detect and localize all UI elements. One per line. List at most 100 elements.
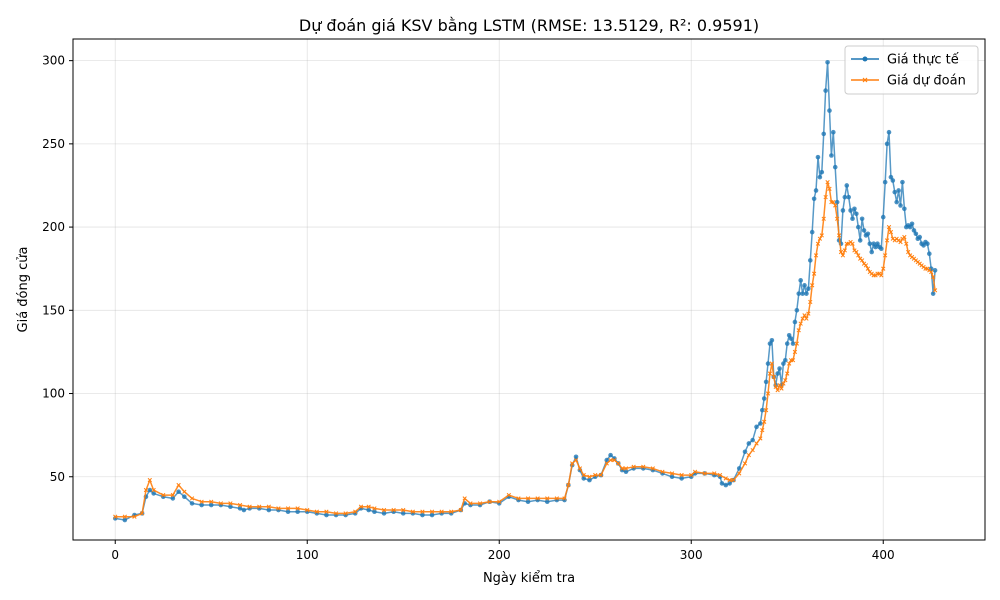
- data-point: [829, 153, 834, 158]
- data-point: [208, 502, 214, 508]
- data-point: [353, 509, 358, 514]
- data-point: [623, 469, 629, 475]
- data-point: [727, 481, 732, 486]
- data-point: [758, 436, 763, 441]
- series-line: [115, 181, 936, 518]
- data-point: [147, 477, 152, 483]
- data-point: [888, 229, 894, 235]
- data-point: [616, 461, 621, 466]
- data-point: [566, 482, 571, 488]
- data-point: [865, 231, 871, 237]
- data-point: [631, 464, 636, 469]
- data-point: [792, 319, 798, 325]
- data-point: [366, 507, 371, 513]
- data-point: [754, 441, 759, 446]
- data-point: [806, 286, 811, 291]
- data-point: [783, 357, 788, 363]
- y-tick-label: 200: [42, 220, 65, 234]
- legend-entry: Giá dự đoán: [851, 74, 966, 89]
- data-point: [199, 499, 204, 504]
- data-point: [702, 471, 707, 476]
- data-point: [429, 509, 435, 514]
- data-point: [266, 504, 271, 509]
- data-point: [381, 511, 387, 516]
- data-point: [731, 477, 736, 483]
- data-point: [669, 471, 675, 476]
- data-point: [842, 194, 848, 200]
- y-tick-label: 150: [42, 303, 65, 317]
- data-point: [420, 509, 425, 514]
- data-point: [746, 452, 751, 458]
- data-point: [842, 248, 847, 253]
- data-point: [372, 506, 377, 511]
- data-point: [147, 487, 153, 493]
- y-tick-label: 300: [42, 54, 65, 68]
- data-point: [904, 241, 909, 246]
- data-point: [873, 244, 878, 250]
- data-point: [879, 273, 884, 278]
- x-axis-label: Ngày kiểm tra: [483, 571, 575, 586]
- legend-label: Giá dự đoán: [887, 74, 966, 89]
- data-point: [525, 496, 531, 501]
- data-point: [859, 258, 865, 263]
- data-point: [794, 308, 800, 313]
- data-point: [917, 234, 923, 240]
- y-tick-label: 50: [50, 470, 65, 484]
- data-point: [823, 194, 828, 200]
- data-point: [439, 509, 444, 514]
- data-point: [777, 383, 782, 388]
- data-point: [462, 496, 467, 501]
- data-point: [161, 492, 166, 498]
- data-point: [886, 129, 892, 135]
- data-point: [324, 512, 329, 518]
- data-point: [689, 472, 694, 478]
- data-point: [907, 224, 913, 230]
- data-point: [927, 251, 932, 257]
- legend: Giá thực tế Giá dự đoán: [844, 45, 979, 95]
- data-point: [771, 374, 776, 380]
- y-tick-label: 250: [42, 137, 65, 151]
- data-point: [852, 206, 857, 212]
- data-point: [784, 341, 790, 346]
- series-layer: [112, 60, 938, 523]
- data-point: [113, 514, 118, 519]
- data-point: [879, 246, 884, 252]
- data-point: [742, 461, 748, 466]
- data-point: [865, 266, 871, 271]
- data-point: [855, 224, 861, 230]
- x-tick-label: 400: [872, 548, 895, 562]
- legend-marker: [862, 77, 868, 83]
- data-point: [619, 466, 625, 471]
- data-point: [913, 231, 919, 237]
- data-point: [788, 336, 794, 341]
- data-point: [930, 291, 936, 296]
- data-point: [898, 203, 903, 208]
- data-point: [736, 466, 742, 471]
- data-point: [854, 249, 859, 255]
- chart-title: Dự đoán giá KSV bằng LSTM (RMSE: 13.5129…: [299, 16, 759, 35]
- data-point: [305, 507, 310, 513]
- plot-frame: [72, 38, 986, 541]
- series-1: [112, 60, 938, 523]
- data-point: [883, 253, 888, 258]
- data-point: [813, 253, 819, 258]
- data-point: [775, 388, 780, 393]
- data-point: [122, 514, 127, 519]
- data-point: [612, 457, 617, 463]
- data-point: [854, 211, 859, 217]
- data-point: [608, 457, 613, 463]
- data-point: [834, 199, 840, 205]
- data-point: [787, 361, 792, 366]
- data-point: [890, 178, 896, 183]
- data-point: [821, 216, 826, 221]
- data-point: [544, 499, 550, 505]
- data-point: [581, 476, 587, 481]
- data-point: [285, 509, 291, 515]
- data-point: [449, 509, 454, 514]
- data-point: [807, 258, 813, 263]
- data-point: [790, 358, 796, 363]
- data-point: [815, 241, 821, 246]
- data-point: [875, 241, 880, 247]
- data-point: [122, 517, 128, 523]
- data-point: [218, 501, 223, 506]
